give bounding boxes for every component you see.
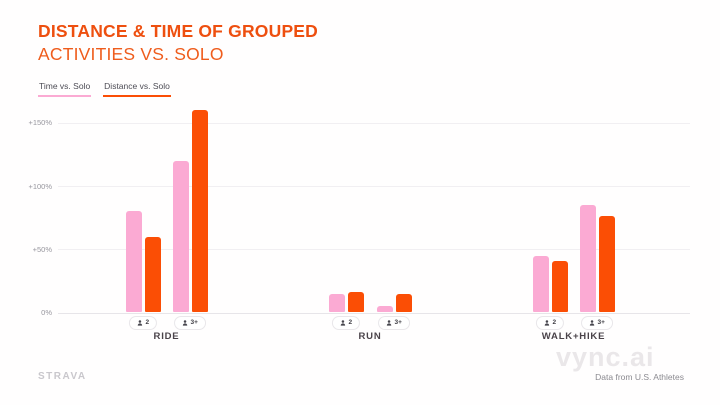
title-line-1: DISTANCE & TIME OF GROUPED (38, 21, 319, 41)
y-axis-tick-label: 0% (41, 308, 52, 317)
group-size-label: 3+ (394, 318, 402, 326)
y-axis-tick-label: +50% (32, 244, 52, 254)
person-icon (544, 320, 550, 326)
chart-legend: Time vs. Solo Distance vs. Solo (38, 81, 171, 97)
bar-distance-run-3 (395, 293, 412, 313)
bar-time-walk-hike-2 (532, 255, 549, 313)
bar-time-ride-3 (172, 160, 189, 313)
gridline-150 (58, 122, 690, 124)
page-title: DISTANCE & TIME OF GROUPED ACTIVITIES VS… (38, 20, 318, 65)
title-line-2: ACTIVITIES VS. SOLO (38, 43, 224, 64)
group-size-badge-run-2: 2 (331, 316, 361, 330)
group-size-badge-walk-hike-2: 2 (535, 316, 565, 330)
group-size-label: 2 (348, 318, 353, 326)
gridline-50 (58, 249, 690, 251)
bar-distance-ride-2 (144, 236, 161, 313)
category-label-ride: RIDE (153, 331, 180, 342)
y-axis-tick-label: +150% (28, 118, 52, 128)
person-icon (386, 320, 392, 326)
group-size-badge-ride-3: 3+ (174, 316, 206, 330)
legend-item-time[interactable]: Time vs. Solo (38, 81, 92, 97)
person-icon (340, 320, 346, 326)
group-size-label: 3+ (190, 318, 198, 326)
bar-time-walk-hike-3 (579, 205, 596, 313)
y-axis-tick-label: +100% (28, 181, 52, 191)
group-size-badge-ride-2: 2 (128, 316, 158, 330)
strava-logo: STRAVA (38, 371, 87, 382)
group-size-label: 2 (145, 318, 150, 326)
person-icon (589, 320, 595, 326)
group-size-label: 2 (552, 318, 557, 326)
person-icon (137, 320, 143, 326)
group-size-label: 3+ (597, 318, 605, 326)
data-source-note: Data from U.S. Athletes (595, 372, 684, 382)
group-size-badge-walk-hike-3: 3+ (581, 316, 613, 330)
gridline-100 (58, 186, 690, 188)
bar-distance-walk-hike-3 (598, 216, 615, 313)
gridline-0 (58, 312, 690, 314)
person-icon (182, 320, 188, 326)
bar-distance-run-2 (347, 292, 364, 313)
bar-time-ride-2 (125, 211, 142, 313)
bar-time-run-3 (376, 306, 393, 313)
legend-item-distance[interactable]: Distance vs. Solo (103, 81, 171, 97)
group-size-badge-run-3: 3+ (378, 316, 410, 330)
category-label-run: RUN (358, 331, 382, 342)
bar-time-run-2 (328, 293, 345, 313)
bar-distance-ride-3 (191, 110, 208, 313)
bar-distance-walk-hike-2 (551, 260, 568, 313)
watermark: vync.ai (556, 342, 655, 372)
category-label-walk-hike: WALK+HIKE (541, 331, 606, 342)
